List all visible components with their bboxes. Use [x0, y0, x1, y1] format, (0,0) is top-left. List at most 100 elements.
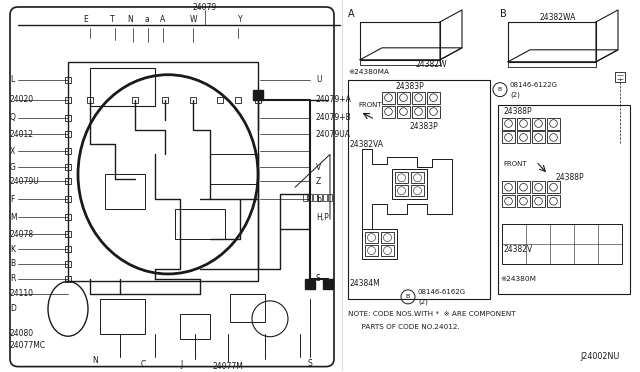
Text: B: B	[406, 294, 410, 299]
Bar	[411, 185, 424, 196]
Bar	[105, 174, 145, 209]
Text: B: B	[10, 260, 15, 269]
Text: V: V	[316, 163, 321, 172]
Text: ※24380M: ※24380M	[500, 276, 536, 282]
Bar	[65, 148, 71, 154]
Bar	[132, 97, 138, 103]
Bar	[517, 195, 530, 207]
Bar	[411, 172, 424, 183]
Text: J: J	[181, 360, 183, 369]
Bar	[65, 97, 71, 103]
Bar	[502, 181, 515, 193]
Bar	[328, 194, 332, 201]
Bar	[305, 279, 315, 289]
Text: N: N	[92, 356, 98, 365]
Bar	[395, 172, 408, 183]
Bar	[318, 194, 322, 201]
Text: 24388P: 24388P	[503, 107, 532, 116]
Bar	[532, 118, 545, 129]
Bar	[362, 229, 397, 259]
Bar	[162, 97, 168, 103]
Text: 24080: 24080	[10, 329, 34, 338]
Bar	[235, 97, 241, 103]
Text: 24382VA: 24382VA	[350, 140, 384, 149]
Bar	[547, 195, 560, 207]
Bar	[313, 194, 317, 201]
Bar	[547, 181, 560, 193]
Bar	[348, 80, 490, 299]
Text: F: F	[10, 195, 14, 204]
Bar	[65, 231, 71, 237]
Bar	[65, 178, 71, 184]
Text: 24078: 24078	[10, 230, 34, 238]
Text: K: K	[10, 244, 15, 254]
Text: FRONT: FRONT	[503, 161, 527, 167]
Bar	[397, 92, 410, 104]
Text: NOTE: CODE NOS.WITH *  ※ ARE COMPONENT: NOTE: CODE NOS.WITH * ※ ARE COMPONENT	[348, 311, 516, 317]
Text: B: B	[498, 87, 502, 92]
Bar	[382, 92, 395, 104]
Text: M: M	[10, 213, 17, 222]
Text: L: L	[10, 75, 14, 84]
Bar	[615, 72, 625, 82]
Bar	[180, 314, 210, 339]
Bar	[502, 131, 515, 144]
Text: 24079+B: 24079+B	[316, 113, 352, 122]
Bar	[427, 92, 440, 104]
Bar	[397, 106, 410, 118]
Text: PARTS OF CODE NO.24012.: PARTS OF CODE NO.24012.	[348, 324, 460, 330]
Bar	[100, 299, 145, 334]
Text: J24002NU: J24002NU	[580, 352, 620, 361]
Text: T: T	[109, 15, 115, 25]
Bar	[190, 97, 196, 103]
Text: X: X	[10, 147, 15, 156]
Bar	[365, 245, 378, 256]
Bar	[255, 97, 261, 103]
Text: R: R	[10, 275, 15, 283]
Bar	[68, 62, 258, 281]
Text: (2): (2)	[418, 299, 428, 305]
Text: a: a	[145, 15, 149, 25]
Bar	[303, 194, 307, 201]
Text: 24077MC: 24077MC	[10, 341, 46, 350]
Text: Y: Y	[237, 15, 243, 25]
Bar	[210, 154, 258, 184]
Bar	[175, 209, 225, 239]
Bar	[90, 68, 155, 106]
Bar	[532, 195, 545, 207]
Text: 24383P: 24383P	[395, 82, 424, 91]
Bar	[498, 105, 630, 294]
Bar	[323, 279, 333, 289]
Text: G: G	[10, 163, 16, 172]
Text: FRONT: FRONT	[358, 102, 381, 108]
Bar	[532, 181, 545, 193]
Text: 24384M: 24384M	[350, 279, 381, 288]
Bar	[412, 106, 425, 118]
Bar	[395, 185, 408, 196]
Bar	[502, 224, 622, 264]
Text: (2): (2)	[510, 92, 520, 98]
Text: 24012: 24012	[10, 130, 34, 139]
Text: 24079UA: 24079UA	[316, 130, 351, 139]
Bar	[427, 106, 440, 118]
Text: 24079U: 24079U	[10, 177, 40, 186]
Text: A: A	[348, 9, 355, 19]
Text: 08146-6162G: 08146-6162G	[418, 289, 466, 295]
Text: E: E	[84, 15, 88, 25]
Bar	[412, 92, 425, 104]
Text: 24382W: 24382W	[415, 60, 447, 69]
Text: Z: Z	[316, 177, 321, 186]
Bar	[65, 164, 71, 170]
Bar	[381, 232, 394, 243]
Bar	[502, 118, 515, 129]
Text: ※24380MA: ※24380MA	[348, 69, 389, 75]
Bar	[392, 169, 427, 199]
Text: S: S	[308, 359, 312, 368]
Text: 24382WA: 24382WA	[540, 13, 577, 22]
Bar	[217, 97, 223, 103]
Bar	[65, 115, 71, 121]
Text: 24079+A: 24079+A	[316, 95, 352, 104]
Text: 24077M: 24077M	[212, 362, 243, 371]
Text: U: U	[316, 75, 321, 84]
Text: W: W	[189, 15, 196, 25]
